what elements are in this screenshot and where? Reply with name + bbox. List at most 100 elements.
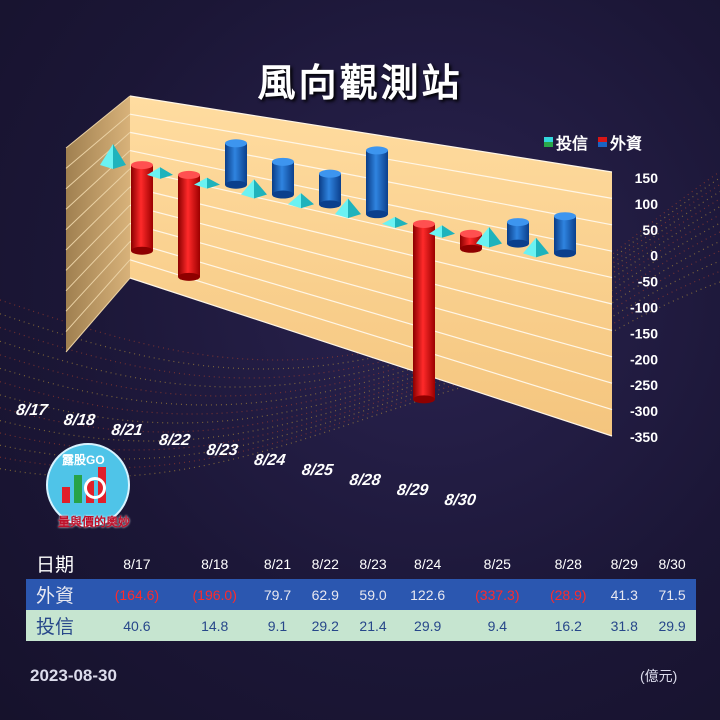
bar-foreign-top [366,146,388,155]
y-tick-label: -200 [630,351,658,367]
bar-foreign-body [366,150,388,215]
bar-foreign-top [225,139,247,148]
data-table: 日期 8/17 8/18 8/21 8/22 8/23 8/24 8/25 8/28 8/29 8… [26,548,696,641]
bar-foreign-top [413,219,435,228]
bar-foreign-top [507,218,529,227]
gridline [129,204,613,331]
bar-foreign [507,218,529,248]
y-tick-label: -100 [630,300,658,316]
side-gridline [65,95,131,149]
bar-foreign [225,139,247,189]
y-tick-label: -250 [630,377,658,393]
x-category-label: 8/29 [396,481,430,499]
x-category-label: 8/24 [253,451,287,469]
table-row-foreign: 外資 (164.6) (196.0) 79.7 62.9 59.0 122.6 (337.3… [26,579,696,610]
side-wall [66,96,130,352]
bar-foreign-bottom [413,395,435,404]
marker-trust-face-left [335,198,348,219]
chart-title: 風向觀測站 [257,63,463,105]
side-gridline [65,186,131,251]
marker-trust-face-left [194,177,207,189]
side-gridline [65,204,131,271]
table-cell-foreign: (196.0) [192,586,237,603]
bar-foreign-top [554,212,576,221]
bar-foreign-body [413,223,435,400]
bar-foreign-body [225,143,247,185]
table-cell-date: 8/17 [123,555,151,572]
marker-trust-face-right [442,225,455,238]
brand-logo: 露股GO 量與價的奧妙 [40,443,148,529]
logo-bar-1 [62,487,70,503]
marker-trust [100,143,126,170]
dot-wave [0,206,720,406]
table-cell-date: 8/30 [658,555,686,572]
y-tick-label: -150 [630,325,658,341]
table-row-trust: 投信 40.6 14.8 9.1 29.2 21.4 29.9 9.4 16.2 31.8 29.… [26,610,696,641]
x-category-label: 8/25 [301,461,336,479]
y-tick-label: 100 [635,196,659,212]
marker-trust [523,237,549,258]
gridline [129,186,613,305]
gridline [129,259,613,411]
bar-foreign-bottom [507,239,529,248]
marker-trust-face-left [147,167,160,179]
side-gridline [65,168,131,230]
table-cell-foreign: 122.6 [410,586,446,603]
table-cell-trust: 14.8 [201,617,229,634]
side-gridline [65,259,131,332]
y-tick-label: -300 [630,403,658,419]
table-cell-foreign: (164.6) [114,586,160,603]
side-gridline [65,223,131,292]
table-cell-date: 8/24 [414,555,442,572]
marker-trust-face-right [160,167,173,179]
y-tick-label: -350 [630,429,658,445]
y-tick-label: 50 [642,222,658,238]
bar-foreign-body [554,216,576,254]
table-cell-trust: 29.9 [414,617,442,634]
bar-foreign-body [460,233,482,249]
bar-foreign-body [272,161,294,195]
table-cell-foreign: 71.5 [658,586,686,603]
bar-foreign-top [272,157,294,166]
table-row-date: 日期 8/17 8/18 8/21 8/22 8/23 8/24 8/25 8/28 8/29 8… [26,548,696,579]
bar-foreign-bottom [225,180,247,189]
marker-trust-face-right [254,179,267,199]
side-gridline [65,241,131,312]
table-cell-trust: 31.8 [610,617,638,634]
bars [100,139,576,404]
dot-wave [0,177,720,370]
bar-foreign [319,169,341,209]
bar-foreign [366,146,388,219]
side-gridline [65,132,131,190]
dot-wave [0,183,720,379]
table-cell-date: 8/21 [263,555,292,572]
table-cell-trust: 9.1 [267,617,288,634]
marker-trust-face-right [348,198,361,219]
marker-trust-face-left [100,143,113,170]
marker-trust-face-left [288,193,301,209]
dot-wave [0,171,720,361]
table-cell-foreign: (28.9) [549,586,587,603]
table-cell-date: 8/28 [554,555,582,572]
bar-foreign-body [131,165,153,251]
marker-trust-face-right [301,193,314,209]
bar-foreign-top [178,170,200,179]
legend: 投信 外資 [544,130,642,154]
table-cell-date: 8/25 [483,555,511,572]
chart-walls [66,96,612,436]
bar-foreign-top [131,161,153,170]
legend-label-trust: 投信 [556,136,589,153]
gridline [129,95,613,173]
bar-foreign-body [319,173,341,205]
magnifier-icon [84,477,106,499]
marker-trust [288,193,314,209]
marker-trust [194,177,220,189]
y-tick-label: 0 [650,248,658,264]
marker-trust [147,167,173,179]
x-category-label: 8/18 [63,411,97,429]
date-stamp: 2023-08-30 [30,666,117,685]
row-label-date: 日期 [36,555,75,576]
gridline [129,277,613,437]
bar-foreign [178,170,200,281]
